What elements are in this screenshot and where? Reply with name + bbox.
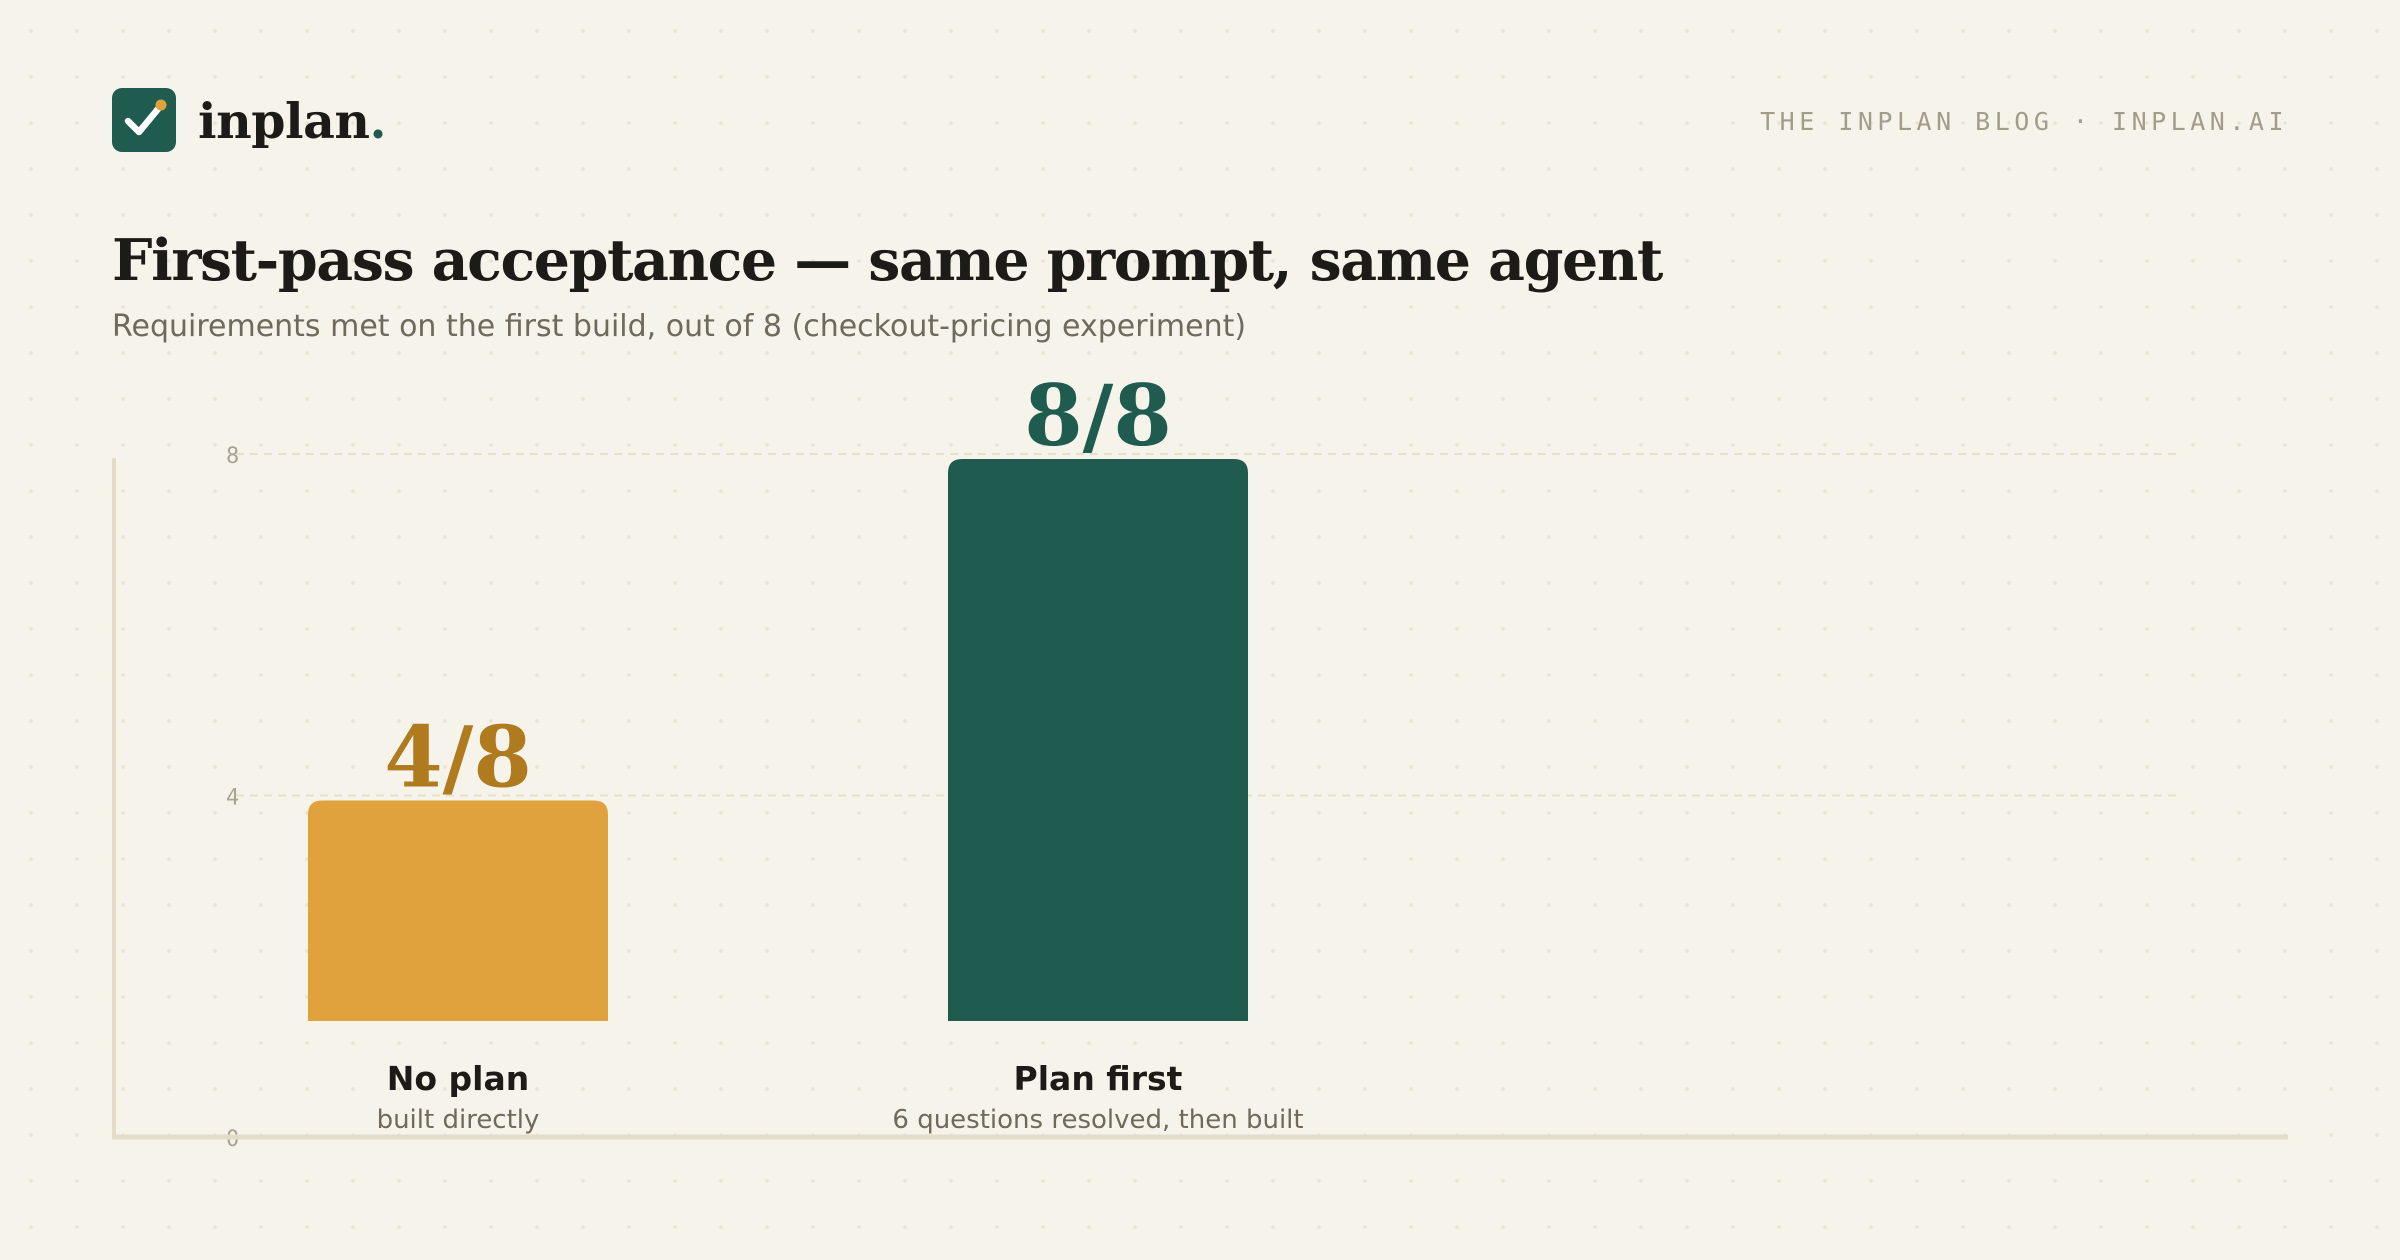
category-label: Plan first (1014, 1059, 1183, 1098)
category-sublabel: built directly (377, 1105, 540, 1135)
brand-dot: . (369, 92, 387, 150)
brand-wordmark: inplan (198, 92, 370, 150)
bar-value-label: 8/8 (1024, 366, 1172, 465)
bar-value-label: 4/8 (384, 708, 532, 807)
blog-tagline: THE INPLAN BLOG · INPLAN.AI (1760, 107, 2288, 136)
chart-subtitle: Requirements met on the first build, out… (112, 309, 1247, 344)
bar-plan-first (948, 459, 1248, 1021)
y-tick-label-4: 4 (226, 786, 239, 811)
category-sublabel: 6 questions resolved, then built (892, 1105, 1303, 1135)
y-tick-label-8: 8 (226, 444, 239, 469)
chart-title: First-pass acceptance — same prompt, sam… (112, 227, 1663, 294)
brand-logo (112, 88, 176, 152)
checkbox-check-icon (124, 99, 167, 136)
brand-name: inplan. (198, 86, 387, 156)
category-label: No plan (387, 1059, 529, 1098)
bar-no-plan (308, 800, 608, 1021)
